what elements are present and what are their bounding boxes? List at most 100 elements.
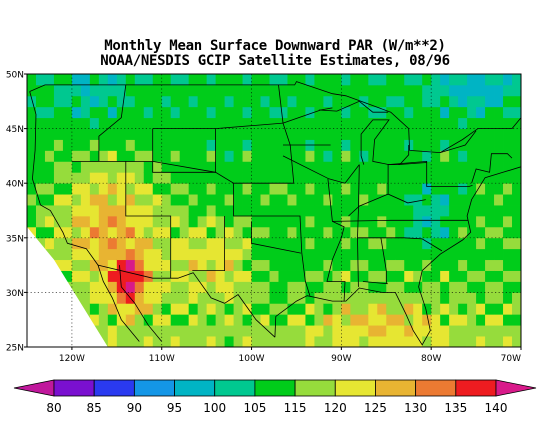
field-cell xyxy=(134,150,145,162)
field-cell xyxy=(233,325,243,337)
field-cell xyxy=(62,183,73,195)
field-cell xyxy=(386,183,396,195)
field-cell xyxy=(431,106,441,119)
field-cell xyxy=(170,194,181,206)
field-cell xyxy=(512,95,521,108)
outline-path xyxy=(397,162,427,165)
field-cell xyxy=(458,226,468,239)
field-cell xyxy=(458,281,468,293)
field-cell xyxy=(170,161,181,173)
field-cell xyxy=(314,95,324,108)
field-cell xyxy=(206,325,217,337)
field-cell xyxy=(179,281,190,293)
field-cell xyxy=(278,161,288,173)
field-cell xyxy=(377,128,387,140)
chart-subtitle: NOAA/NESDIS GCIP Satellite Estimates, 08… xyxy=(100,53,450,69)
field-cell xyxy=(80,161,91,173)
field-cell xyxy=(305,259,315,271)
field-cell xyxy=(368,183,378,195)
field-cell xyxy=(170,325,181,337)
field-cell xyxy=(125,117,136,129)
field-cell xyxy=(440,248,450,261)
field-cell xyxy=(314,259,324,271)
field-cell xyxy=(350,139,360,151)
field-cell xyxy=(35,117,46,129)
field-cell xyxy=(269,139,279,151)
field-cell xyxy=(440,226,450,239)
field-cell xyxy=(27,172,37,184)
field-cell xyxy=(215,194,225,206)
field-cell xyxy=(386,95,396,108)
outline-path xyxy=(29,81,521,154)
field-cell xyxy=(368,237,378,250)
field-cell xyxy=(440,84,450,97)
field-cell xyxy=(287,215,297,228)
field-cell xyxy=(233,117,243,129)
field-cell xyxy=(80,292,91,304)
field-cell xyxy=(251,248,261,261)
field-cell xyxy=(278,226,288,239)
field-cell xyxy=(422,237,432,250)
field-cell xyxy=(485,84,495,97)
outline-path xyxy=(282,155,360,184)
field-cell xyxy=(314,183,324,195)
field-cell xyxy=(107,248,118,261)
field-cell xyxy=(422,281,432,293)
field-cell xyxy=(341,139,351,151)
field-cell xyxy=(431,139,441,151)
field-cell xyxy=(404,95,414,108)
field-cell xyxy=(485,128,495,140)
field-cell xyxy=(251,336,261,347)
field-cell xyxy=(197,325,208,337)
field-cell xyxy=(485,194,495,206)
field-cell xyxy=(278,237,288,250)
field-cell xyxy=(332,226,342,239)
field-cell xyxy=(80,150,91,162)
field-cell xyxy=(188,139,199,151)
field-cell xyxy=(485,139,495,151)
field-cell xyxy=(269,128,279,140)
field-cell xyxy=(116,325,127,337)
field-cell xyxy=(251,74,261,86)
outline-path xyxy=(348,193,426,217)
field-cell xyxy=(314,74,324,86)
field-cell xyxy=(80,248,91,261)
field-cell xyxy=(80,259,91,271)
field-cell xyxy=(206,139,217,151)
field-cell xyxy=(242,270,252,282)
field-cell xyxy=(314,84,324,97)
field-cell xyxy=(323,194,333,206)
field-cell xyxy=(359,292,369,304)
field-cell xyxy=(377,281,387,293)
field-cell xyxy=(224,226,234,239)
field-cell xyxy=(386,237,396,250)
field-cell xyxy=(260,161,270,173)
colorbar-segment xyxy=(174,379,216,397)
field-cell xyxy=(197,336,208,347)
field-cell xyxy=(98,303,109,315)
field-cell xyxy=(485,281,495,293)
field-cell xyxy=(224,172,234,184)
field-cell xyxy=(152,237,163,250)
field-cell xyxy=(458,336,468,347)
field-cell xyxy=(368,281,378,293)
field-cell xyxy=(404,215,414,228)
field-cell xyxy=(53,74,64,86)
field-cell xyxy=(80,270,91,282)
field-cell xyxy=(404,161,414,173)
field-cell xyxy=(98,237,109,250)
field-cell xyxy=(278,194,288,206)
field-cell xyxy=(287,128,297,140)
field-cell xyxy=(161,95,172,108)
field-cell xyxy=(197,248,208,261)
field-cell xyxy=(296,259,306,271)
field-cell xyxy=(503,325,513,337)
field-cell xyxy=(35,215,46,228)
field-cell xyxy=(413,194,423,206)
field-cell xyxy=(287,314,297,326)
field-cell xyxy=(467,117,477,129)
field-cell xyxy=(422,183,432,195)
field-cell xyxy=(422,139,432,151)
field-cell xyxy=(305,325,315,337)
field-cell xyxy=(359,150,369,162)
